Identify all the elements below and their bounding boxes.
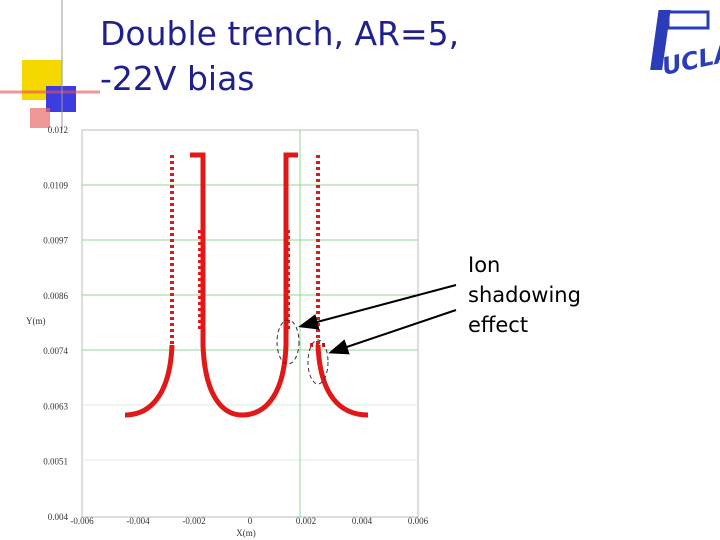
y-tick-label: 0.0109 — [43, 180, 68, 190]
x-tick-label: 0 — [248, 516, 253, 526]
y-tick-label: 0.0074 — [43, 346, 68, 356]
annotation-line: effect — [468, 313, 528, 337]
x-tick-label: 0.004 — [352, 516, 373, 526]
dashed-profiles — [170, 155, 326, 347]
title-line: -22V bias — [100, 59, 255, 98]
arrow — [298, 284, 457, 330]
y-tick-label: 0.0063 — [43, 401, 68, 411]
profile-line — [315, 344, 369, 418]
y-tick-label: 0.012 — [48, 125, 68, 135]
title-line: Double trench, AR=5, — [100, 14, 459, 53]
y-tick-label: 0.0086 — [43, 291, 68, 301]
highlight — [307, 339, 329, 385]
grid — [82, 130, 418, 517]
decor-square — [46, 86, 76, 112]
profile-line — [124, 344, 175, 418]
x-tick-label: -0.004 — [126, 516, 150, 526]
logo-mark — [650, 10, 671, 70]
highlight — [276, 319, 300, 365]
x-tick-label: 0.006 — [408, 516, 429, 526]
y-tick-label: 0.004 — [48, 512, 69, 522]
decor-square — [30, 108, 50, 128]
tick-labels: 0.012 0.0109 0.0097 0.0086 0.0074 0.0063 0.005… — [43, 125, 428, 526]
profile-line — [190, 152, 298, 418]
x-tick-label: -0.002 — [182, 516, 205, 526]
annotation-line: shadowing — [468, 283, 581, 307]
logo-mark — [666, 10, 710, 30]
y-axis-label: Y(m) — [26, 316, 46, 326]
x-tick-label: 0.002 — [296, 516, 316, 526]
annotation-line: Ion — [468, 253, 500, 277]
y-tick-label: 0.0051 — [43, 457, 68, 467]
x-axis-label: X(m) — [236, 528, 256, 538]
profiles — [124, 152, 369, 418]
y-tick-label: 0.0097 — [43, 236, 68, 246]
logo-text: UCLA — [659, 39, 720, 81]
arrow — [328, 309, 457, 355]
x-tick-label: -0.006 — [70, 516, 94, 526]
plot-frame — [81, 129, 419, 518]
